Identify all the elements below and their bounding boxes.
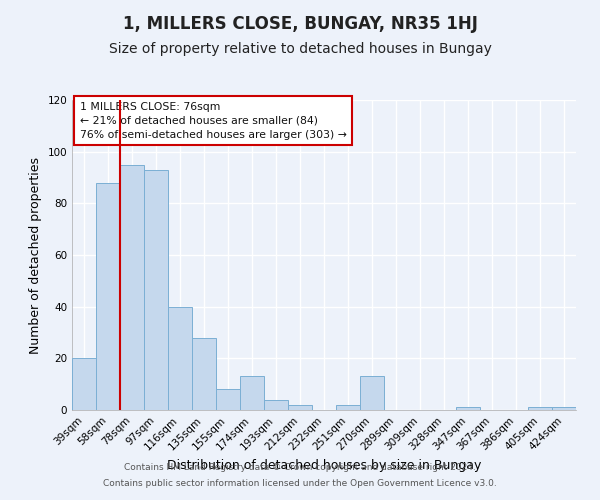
Bar — [360, 376, 384, 410]
Bar — [120, 164, 144, 410]
Text: Contains public sector information licensed under the Open Government Licence v3: Contains public sector information licen… — [103, 478, 497, 488]
Bar — [144, 170, 168, 410]
Bar — [264, 400, 288, 410]
Bar — [192, 338, 216, 410]
Bar — [336, 405, 360, 410]
Bar — [72, 358, 96, 410]
Bar — [96, 182, 120, 410]
Text: 1, MILLERS CLOSE, BUNGAY, NR35 1HJ: 1, MILLERS CLOSE, BUNGAY, NR35 1HJ — [122, 15, 478, 33]
Bar — [240, 376, 264, 410]
Bar — [216, 390, 240, 410]
X-axis label: Distribution of detached houses by size in Bungay: Distribution of detached houses by size … — [167, 458, 481, 471]
Y-axis label: Number of detached properties: Number of detached properties — [29, 156, 42, 354]
Text: Size of property relative to detached houses in Bungay: Size of property relative to detached ho… — [109, 42, 491, 56]
Bar — [288, 405, 312, 410]
Bar — [168, 306, 192, 410]
Text: Contains HM Land Registry data © Crown copyright and database right 2024.: Contains HM Land Registry data © Crown c… — [124, 464, 476, 472]
Text: 1 MILLERS CLOSE: 76sqm
← 21% of detached houses are smaller (84)
76% of semi-det: 1 MILLERS CLOSE: 76sqm ← 21% of detached… — [80, 102, 346, 140]
Bar — [528, 408, 552, 410]
Bar — [456, 408, 480, 410]
Bar — [552, 408, 576, 410]
